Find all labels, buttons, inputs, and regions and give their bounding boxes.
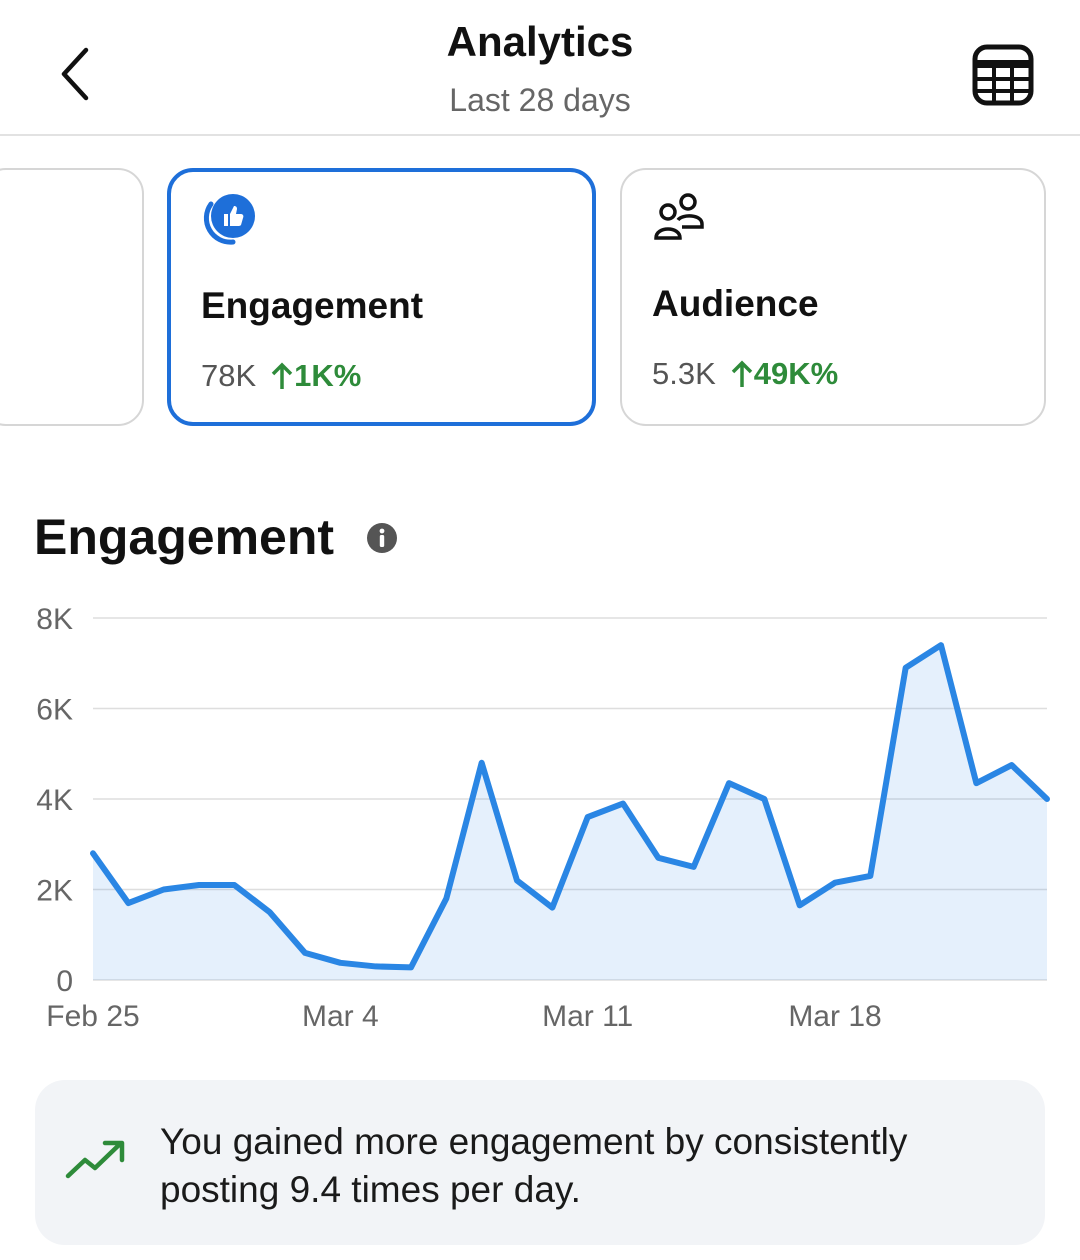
insight-box: You gained more engagement by consistent… [35, 1080, 1045, 1245]
x-tick-label: Feb 25 [46, 1000, 139, 1033]
engagement-icon [203, 194, 255, 245]
insight-text: You gained more engagement by consistent… [160, 1121, 908, 1210]
up-arrow [271, 362, 293, 389]
header-subtitle: Last 28 days [449, 82, 631, 118]
card-value-row: 78K 1K% [201, 358, 361, 394]
card-value-row: 5.3K 49K% [652, 356, 838, 392]
y-tick-label: 6K [36, 694, 73, 727]
card-change-row: 1K% [270, 358, 361, 394]
area [93, 645, 1047, 980]
info-icon[interactable] [366, 522, 398, 554]
x-tick-label: Mar 4 [302, 1000, 379, 1033]
y-tick-label: 4K [36, 784, 73, 817]
chart-title: Engagement [34, 509, 335, 565]
card-change: 49K% [753, 356, 839, 391]
y-tick-label: 0 [56, 965, 73, 998]
header-title: Analytics [446, 18, 634, 65]
card-title: Engagement [201, 285, 424, 326]
card-value: 78K [201, 358, 257, 393]
x-tick-label: Mar 18 [788, 1000, 881, 1033]
table-button[interactable] [972, 44, 1034, 106]
chart: 0 2K 4K 6K 8K Feb 25 Mar 4 Mar 11 Mar 18 [36, 603, 1050, 1033]
divider [0, 134, 1080, 136]
y-tick-label: 2K [36, 875, 73, 908]
card[interactable]: Engagement 78K 1K% [167, 168, 596, 426]
y-tick-label: 8K [36, 603, 73, 636]
card-change: 1K% [294, 358, 362, 393]
card-change-row: 49K% [730, 356, 838, 392]
up-arrow [731, 360, 753, 387]
audience-icon [654, 193, 704, 240]
card[interactable] [0, 168, 144, 426]
card-value: 5.3K [652, 356, 716, 391]
line [90, 642, 1050, 971]
trend-icon [65, 1140, 125, 1179]
card[interactable]: Audience 5.3K 49K% [620, 168, 1046, 426]
back-button[interactable] [58, 46, 92, 102]
card-title: Audience [652, 283, 819, 324]
x-tick-label: Mar 11 [542, 1000, 633, 1033]
